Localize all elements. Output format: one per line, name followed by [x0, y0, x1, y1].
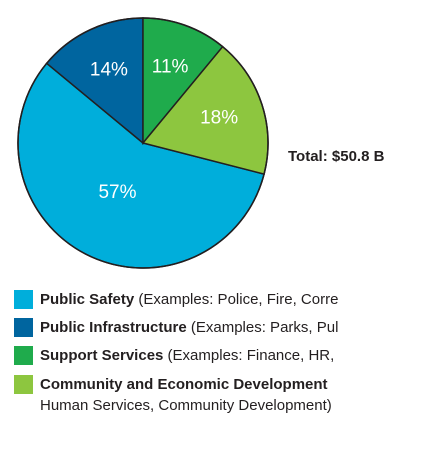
legend-name: Public Infrastructure — [40, 319, 187, 336]
total-label: Total: $50.8 B — [288, 148, 385, 165]
legend-swatch — [14, 318, 33, 337]
pie-outline — [17, 17, 269, 269]
legend-name: Support Services — [40, 347, 163, 364]
legend-entry: Support Services (Examples: Finance, HR, — [40, 347, 334, 364]
legend-entry: Public Safety (Examples: Police, Fire, C… — [40, 291, 338, 308]
pie: 57% 14% 11% 18% — [17, 17, 269, 269]
legend-entry: Community and Economic Development — [40, 376, 328, 393]
legend: Public Safety (Examples: Police, Fire, C… — [14, 290, 338, 414]
slice-label: 57% — [98, 182, 136, 203]
legend-description: Human Services, Community Development) — [40, 397, 332, 414]
slice-label: 14% — [90, 60, 128, 81]
legend-description: (Examples: Parks, Pul — [187, 319, 339, 336]
slice-label: 18% — [200, 107, 238, 128]
legend-entry: Public Infrastructure (Examples: Parks, … — [40, 319, 338, 336]
legend-description: (Examples: Finance, HR, — [163, 347, 334, 364]
legend-swatch — [14, 290, 33, 309]
slice-label: 11% — [152, 57, 189, 78]
legend-description: (Examples: Police, Fire, Corre — [134, 291, 338, 308]
legend-swatch — [14, 346, 33, 365]
legend-name: Public Safety — [40, 291, 135, 308]
legend-name: Community and Economic Development — [40, 376, 328, 393]
legend-swatch — [14, 375, 33, 394]
